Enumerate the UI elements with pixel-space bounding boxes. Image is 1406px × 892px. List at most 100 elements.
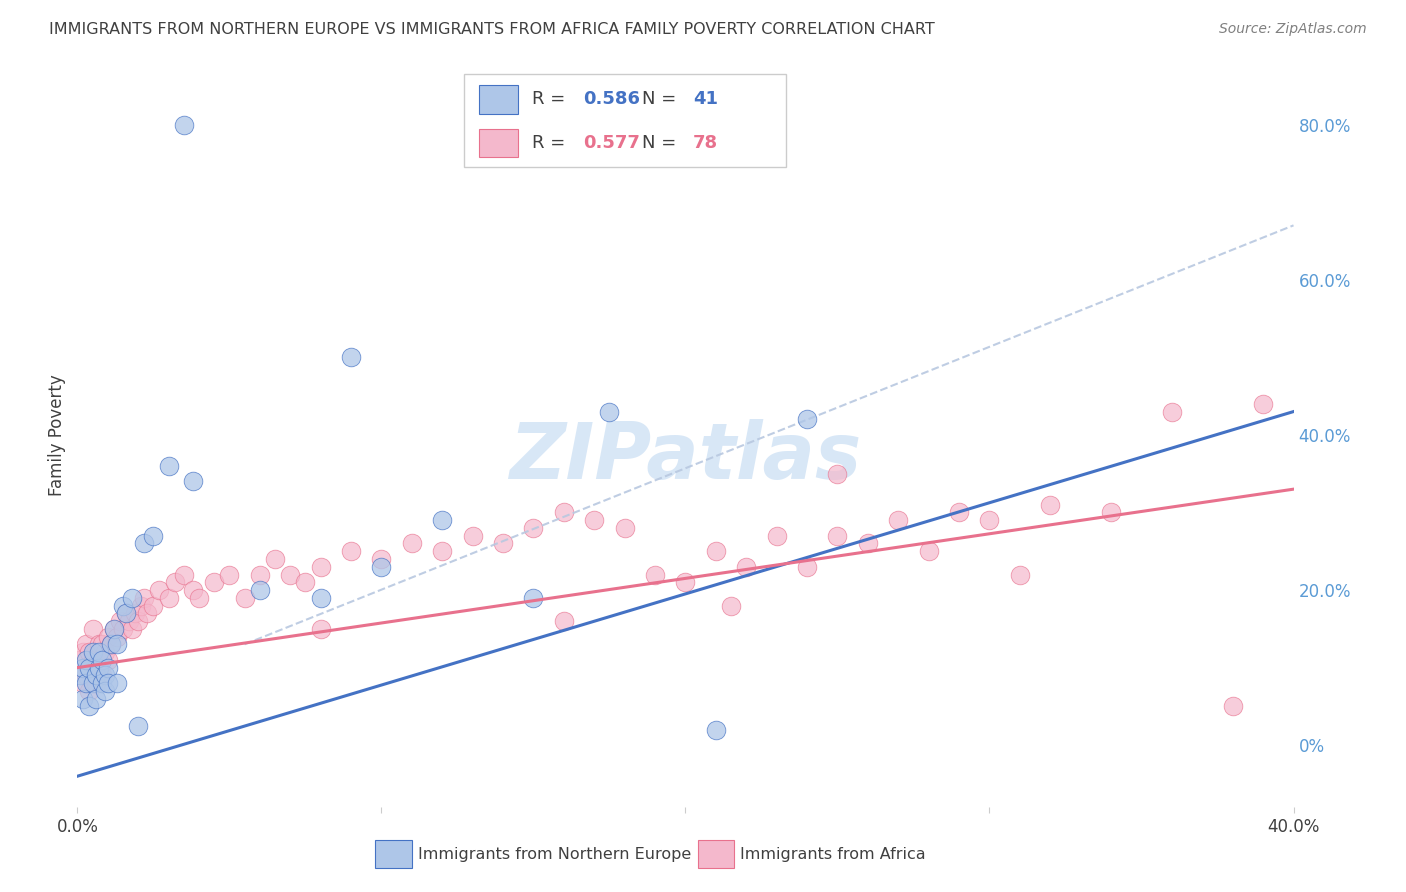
Point: [249, 582, 271, 597]
Point: [430, 544, 453, 558]
FancyBboxPatch shape: [478, 86, 517, 113]
Point: [278, 567, 301, 582]
Point: [79, 645, 101, 659]
Point: [948, 505, 970, 519]
Point: [309, 622, 332, 636]
Point: [97, 630, 120, 644]
Point: [430, 513, 453, 527]
Point: [69, 653, 91, 667]
Point: [93, 684, 115, 698]
Point: [827, 529, 849, 543]
Point: [370, 559, 392, 574]
Point: [142, 599, 165, 613]
Point: [100, 637, 122, 651]
Point: [1251, 397, 1274, 411]
Point: [720, 599, 742, 613]
Point: [84, 660, 107, 674]
Point: [202, 575, 225, 590]
Point: [93, 645, 115, 659]
Point: [75, 676, 97, 690]
Text: 78: 78: [693, 135, 718, 153]
Text: 0.586: 0.586: [583, 90, 640, 109]
Point: [72, 691, 94, 706]
Point: [97, 676, 120, 690]
Point: [90, 668, 112, 682]
Point: [100, 637, 122, 651]
FancyBboxPatch shape: [375, 840, 412, 868]
Point: [163, 575, 186, 590]
Point: [142, 529, 165, 543]
Point: [188, 591, 211, 605]
Point: [1008, 567, 1031, 582]
Point: [103, 622, 125, 636]
Point: [134, 536, 156, 550]
Point: [294, 575, 316, 590]
Point: [75, 653, 97, 667]
Point: [340, 351, 363, 365]
Text: R =: R =: [533, 135, 571, 153]
Point: [553, 505, 575, 519]
FancyBboxPatch shape: [464, 74, 786, 167]
Point: [69, 668, 91, 682]
Point: [111, 599, 134, 613]
Point: [979, 513, 1001, 527]
Point: [84, 691, 107, 706]
Point: [249, 567, 271, 582]
Point: [157, 591, 180, 605]
Point: [1161, 404, 1184, 418]
Point: [97, 653, 120, 667]
Point: [1222, 699, 1244, 714]
Point: [111, 622, 134, 636]
Point: [82, 645, 104, 659]
Point: [1039, 498, 1062, 512]
Point: [233, 591, 256, 605]
Point: [84, 676, 107, 690]
Point: [118, 614, 141, 628]
Point: [157, 458, 180, 473]
Point: [105, 630, 128, 644]
Point: [765, 529, 787, 543]
Point: [121, 591, 143, 605]
Point: [121, 622, 143, 636]
Point: [108, 614, 131, 628]
Point: [796, 559, 818, 574]
Point: [87, 637, 110, 651]
Text: IMMIGRANTS FROM NORTHERN EUROPE VS IMMIGRANTS FROM AFRICA FAMILY POVERTY CORRELA: IMMIGRANTS FROM NORTHERN EUROPE VS IMMIG…: [49, 22, 935, 37]
Point: [522, 521, 544, 535]
Text: 41: 41: [693, 90, 717, 109]
Text: ZIPatlas: ZIPatlas: [509, 419, 862, 495]
Point: [136, 607, 159, 621]
Point: [105, 637, 128, 651]
Point: [598, 404, 620, 418]
Text: R =: R =: [533, 90, 571, 109]
Text: Immigrants from Northern Europe: Immigrants from Northern Europe: [418, 847, 692, 862]
Point: [644, 567, 666, 582]
Point: [370, 552, 392, 566]
Point: [97, 660, 120, 674]
Point: [887, 513, 910, 527]
Point: [103, 622, 125, 636]
Point: [72, 645, 94, 659]
Point: [87, 653, 110, 667]
Point: [72, 676, 94, 690]
FancyBboxPatch shape: [478, 129, 517, 157]
Point: [82, 622, 104, 636]
Point: [75, 668, 97, 682]
Point: [127, 614, 149, 628]
Text: Source: ZipAtlas.com: Source: ZipAtlas.com: [1219, 22, 1367, 37]
Point: [401, 536, 423, 550]
Point: [75, 637, 97, 651]
Point: [79, 699, 101, 714]
Point: [90, 676, 112, 690]
Y-axis label: Family Poverty: Family Poverty: [48, 374, 66, 496]
Point: [704, 544, 727, 558]
Point: [82, 676, 104, 690]
Point: [309, 559, 332, 574]
Point: [115, 607, 138, 621]
Point: [218, 567, 240, 582]
Point: [553, 614, 575, 628]
Point: [127, 719, 149, 733]
Point: [181, 582, 204, 597]
Point: [129, 599, 152, 613]
Point: [856, 536, 879, 550]
